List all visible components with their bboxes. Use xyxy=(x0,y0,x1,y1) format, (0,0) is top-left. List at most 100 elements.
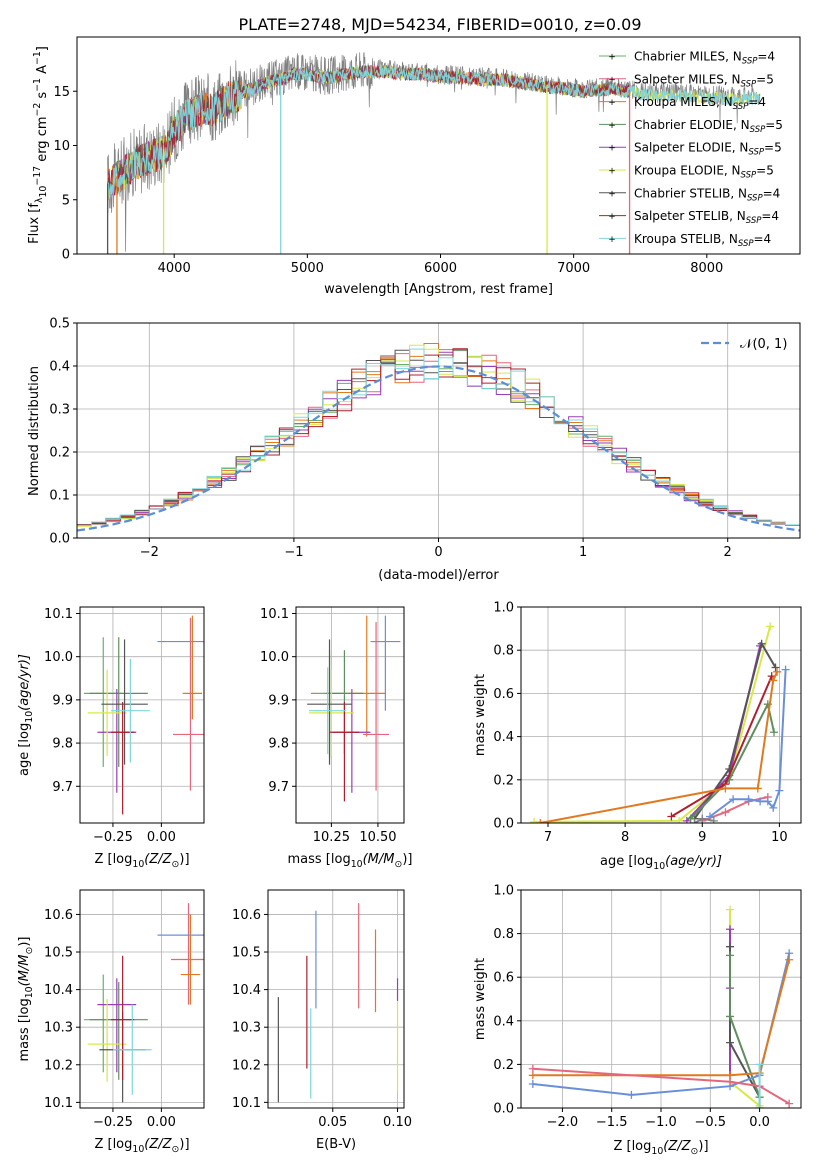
weight-line-chabrier_elodie xyxy=(689,701,775,820)
weight-point-marker xyxy=(709,816,718,823)
weight-point-marker xyxy=(781,665,790,674)
x-axis-label-part: )] xyxy=(179,1137,189,1152)
x-axis-label-part: 10 xyxy=(653,861,665,872)
y-axis-label-part: A xyxy=(35,65,50,78)
x-axis-label-part: (Z/Z xyxy=(144,852,172,867)
x-tick-label: 5000 xyxy=(291,261,324,276)
legend-marker: + xyxy=(608,212,616,222)
plot-background xyxy=(296,607,404,823)
x-tick-label: 0.05 xyxy=(318,1115,347,1130)
plot-area xyxy=(83,615,204,815)
legend-marker: + xyxy=(608,75,616,85)
legend-label-tail: =4 xyxy=(757,50,775,64)
legend-label: Salpeter MILES, NSSP=5 xyxy=(634,72,774,89)
legend-label-sub: SSP xyxy=(741,79,757,89)
weight-point-marker xyxy=(785,955,794,964)
legend-label-text: Kroupa STELIB, N xyxy=(634,232,738,246)
y-axis-label-part: −2 xyxy=(32,103,43,117)
legend-label-sub: SSP xyxy=(742,57,758,67)
y-tick-label: 0.6 xyxy=(493,971,514,986)
weight-point-marker xyxy=(753,784,762,793)
weight-point-marker xyxy=(773,667,782,676)
panel-residuals: −2 −1 0 1 2 0.0 0.1 0.2 0.3 0.4 0.5 (data-model)/er… xyxy=(27,317,801,583)
legend-label-tail: =5 xyxy=(756,164,774,178)
legend-label-text: Salpeter STELIB, N xyxy=(634,209,746,223)
weight-point-marker xyxy=(756,797,765,806)
y-axis-label-part: mass [log xyxy=(17,998,32,1061)
model-spectrum-salpeter_stelib xyxy=(107,65,630,196)
legend-marker: + xyxy=(608,167,616,177)
legend-label-tail: =5 xyxy=(756,72,774,86)
plot-area xyxy=(307,615,401,802)
plot-background xyxy=(80,607,204,823)
x-tick-label: 10 xyxy=(771,830,788,845)
y-axis-label: mass [log10(M/M⊙)] xyxy=(17,937,35,1062)
x-axis-label: Z [log10(Z/Z⊙)] xyxy=(94,852,189,870)
x-tick-label: −0.5 xyxy=(695,1115,727,1130)
legend-label-tail: =5 xyxy=(764,141,782,155)
x-tick-label: 7000 xyxy=(557,261,590,276)
y-axis-label-part: (age/yr)] xyxy=(17,654,32,711)
x-axis-label: (data-model)/error xyxy=(378,568,499,583)
weight-point-marker xyxy=(726,1012,735,1021)
x-tick-label: 8 xyxy=(621,830,629,845)
legend-marker: + xyxy=(608,144,616,154)
weight-point-marker xyxy=(775,786,784,795)
weight-point-marker xyxy=(771,663,780,672)
y-axis-label-part: 10 xyxy=(24,711,35,723)
plot-background xyxy=(268,890,404,1108)
weight-point-marker xyxy=(627,1090,636,1099)
weight-line-salpeter_miles xyxy=(532,1067,790,1105)
x-tick-label: 0.0 xyxy=(749,1115,770,1130)
x-axis-label-part: )] xyxy=(698,1139,708,1154)
y-tick-label: 9.9 xyxy=(268,693,289,708)
y-tick-label: 0.3 xyxy=(49,403,70,418)
y-tick-label: 0.2 xyxy=(49,446,70,461)
weight-point-marker xyxy=(755,1104,764,1108)
x-axis-label-part: (Z/Z xyxy=(144,1137,172,1152)
x-tick-label: 1 xyxy=(579,545,587,560)
x-axis-label-part: )] xyxy=(179,852,189,867)
x-tick-label: −2 xyxy=(140,545,159,560)
panel-age_vs_Z: −0.25 0.009.79.89.910.010.1Z [log10(Z/Z⊙)… xyxy=(17,606,205,870)
plot-area xyxy=(83,903,204,1103)
y-tick-label: 10.0 xyxy=(44,650,73,665)
legend-label: Chabrier STELIB, NSSP=4 xyxy=(634,186,780,203)
x-tick-label: 0 xyxy=(434,545,442,560)
plot-background xyxy=(80,890,204,1108)
x-tick-label: 7 xyxy=(544,830,552,845)
y-tick-label: 10.6 xyxy=(232,908,261,923)
legend-label-text: Kroupa MILES, N xyxy=(634,95,733,109)
y-tick-label: 1.0 xyxy=(493,884,514,899)
y-tick-label: 0.4 xyxy=(493,1014,514,1029)
y-tick-label: 9.9 xyxy=(52,693,73,708)
weight-point-marker xyxy=(785,1099,794,1108)
x-axis-label-part: 10 xyxy=(132,859,144,870)
y-tick-label: 10.2 xyxy=(44,1058,73,1073)
y-tick-label: 9.8 xyxy=(268,737,289,752)
y-tick-label: 10.0 xyxy=(260,650,289,665)
weight-point-marker xyxy=(686,814,695,823)
x-axis-label-part: (Z/Z xyxy=(663,1139,691,1154)
legend-label: Salpeter STELIB, NSSP=4 xyxy=(634,209,779,226)
weight-point-marker xyxy=(744,795,753,804)
y-tick-label: 9.8 xyxy=(52,737,73,752)
legend-label-tail: =5 xyxy=(765,118,783,132)
y-tick-label: 10.4 xyxy=(44,983,73,998)
y-axis-label-part: λ xyxy=(34,197,45,203)
legend-label-text: Salpeter MILES, N xyxy=(634,72,741,86)
legend-label-tail: =4 xyxy=(754,232,772,246)
y-tick-label: 0.0 xyxy=(49,532,70,547)
x-tick-label: 10.25 xyxy=(313,830,350,845)
weight-point-marker xyxy=(729,795,738,804)
x-tick-label: 0.10 xyxy=(383,1115,412,1130)
legend-label: Kroupa STELIB, NSSP=4 xyxy=(634,232,771,249)
y-tick-label: 0.2 xyxy=(493,1058,514,1073)
panel-spectrum: 4000 5000 6000 7000 8000 0 5 10 15 wavelength [An… xyxy=(27,36,801,297)
x-axis-label-part: ⊙ xyxy=(172,859,180,870)
weight-point-marker xyxy=(726,942,735,951)
x-axis-label-part: mass [log xyxy=(288,852,351,867)
y-axis-label: mass weight xyxy=(473,958,488,1040)
weight-point-marker xyxy=(528,1080,537,1089)
